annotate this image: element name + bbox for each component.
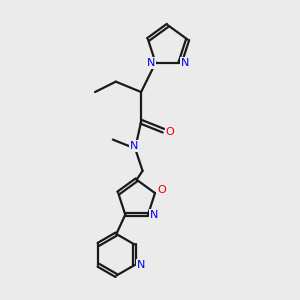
Text: N: N [147, 58, 155, 68]
Text: N: N [137, 260, 145, 270]
Text: N: N [181, 58, 190, 68]
Text: O: O [157, 185, 166, 195]
Text: N: N [150, 210, 159, 220]
Text: O: O [166, 127, 174, 137]
Text: N: N [130, 141, 138, 151]
